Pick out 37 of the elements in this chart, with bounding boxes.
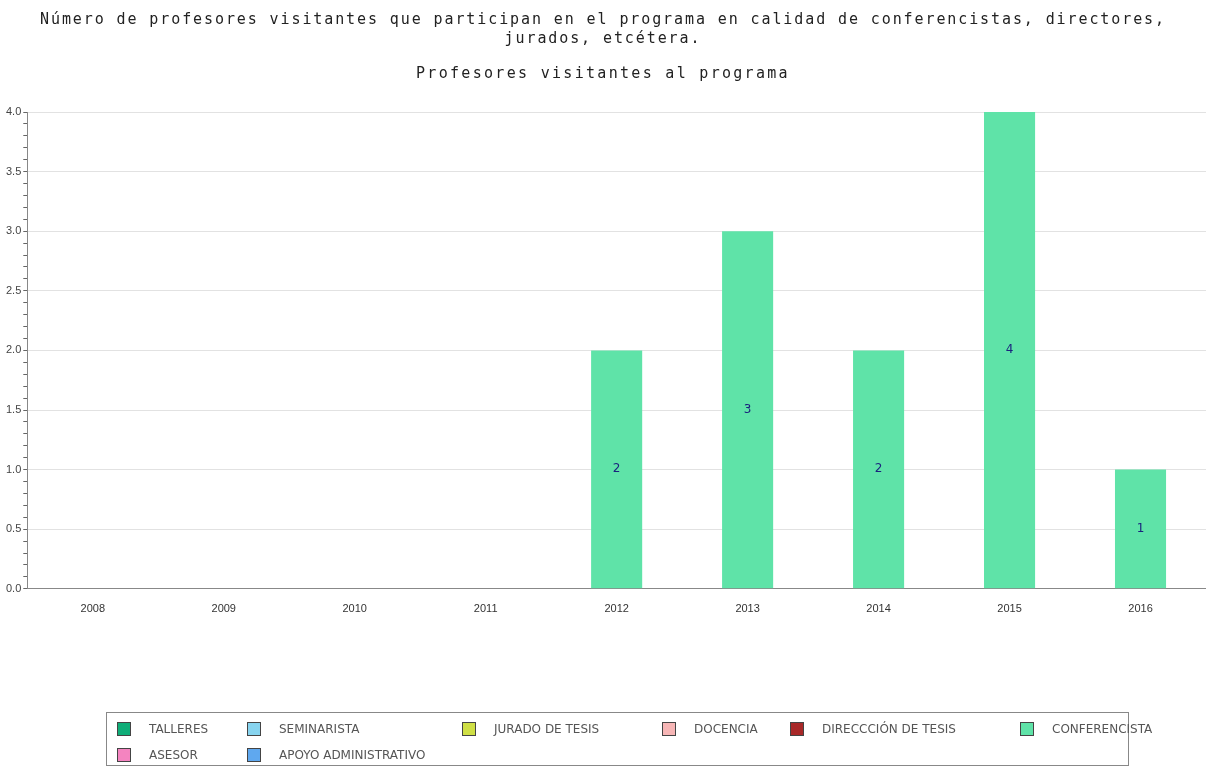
legend-label: DIRECCCIÓN DE TESIS: [822, 722, 956, 737]
chart-title: Número de profesores visitantes que participan en el programa en calidad de conferencistas, directores, jurados, etcétera.: [39, 10, 1167, 48]
legend-label: TALLERES: [149, 722, 209, 737]
legend-label: DOCENCIA: [694, 722, 758, 737]
legend-label: SEMINARISTA: [279, 722, 360, 737]
x-tick-label: 2015: [997, 602, 1022, 615]
bar: [1114, 469, 1167, 589]
legend-label: ASESOR: [149, 747, 198, 762]
y-tick-label: 4.0: [5, 105, 22, 118]
y-tick-label: 3.0: [5, 224, 22, 237]
y-tick-label: 1.0: [5, 462, 22, 475]
data-label: 3: [743, 401, 752, 416]
y-tick-label: 3.5: [5, 164, 22, 177]
x-tick-label: 2011: [473, 602, 498, 615]
data-label: 2: [874, 461, 883, 476]
x-tick-label: 2012: [604, 602, 629, 615]
x-tick-label: 2013: [735, 602, 760, 615]
chart-subtitle: Profesores visitantes al programa: [415, 64, 791, 82]
x-tick-label: 2009: [211, 602, 236, 615]
x-tick-label: 2008: [80, 602, 106, 615]
legend-label: JURADO DE TESIS: [494, 722, 600, 737]
y-tick-label: 0.0: [5, 581, 22, 594]
x-tick-label: 2016: [1128, 602, 1153, 615]
y-tick-label: 0.5: [5, 522, 22, 535]
data-label: 1: [1136, 521, 1145, 536]
data-label: 4: [1005, 342, 1014, 357]
bar: [984, 112, 1036, 589]
legend-label: APOYO ADMINISTRATIVO: [279, 747, 426, 762]
bar: [853, 350, 905, 589]
y-tick-label: 2.0: [5, 343, 22, 356]
bar: [591, 350, 643, 589]
bar: [722, 231, 774, 589]
x-tick-label: 2014: [866, 602, 891, 615]
y-tick-label: 1.5: [5, 403, 22, 416]
x-tick-label: 2010: [342, 602, 367, 615]
data-label: 2: [612, 461, 621, 476]
y-tick-label: 2.5: [5, 283, 22, 296]
